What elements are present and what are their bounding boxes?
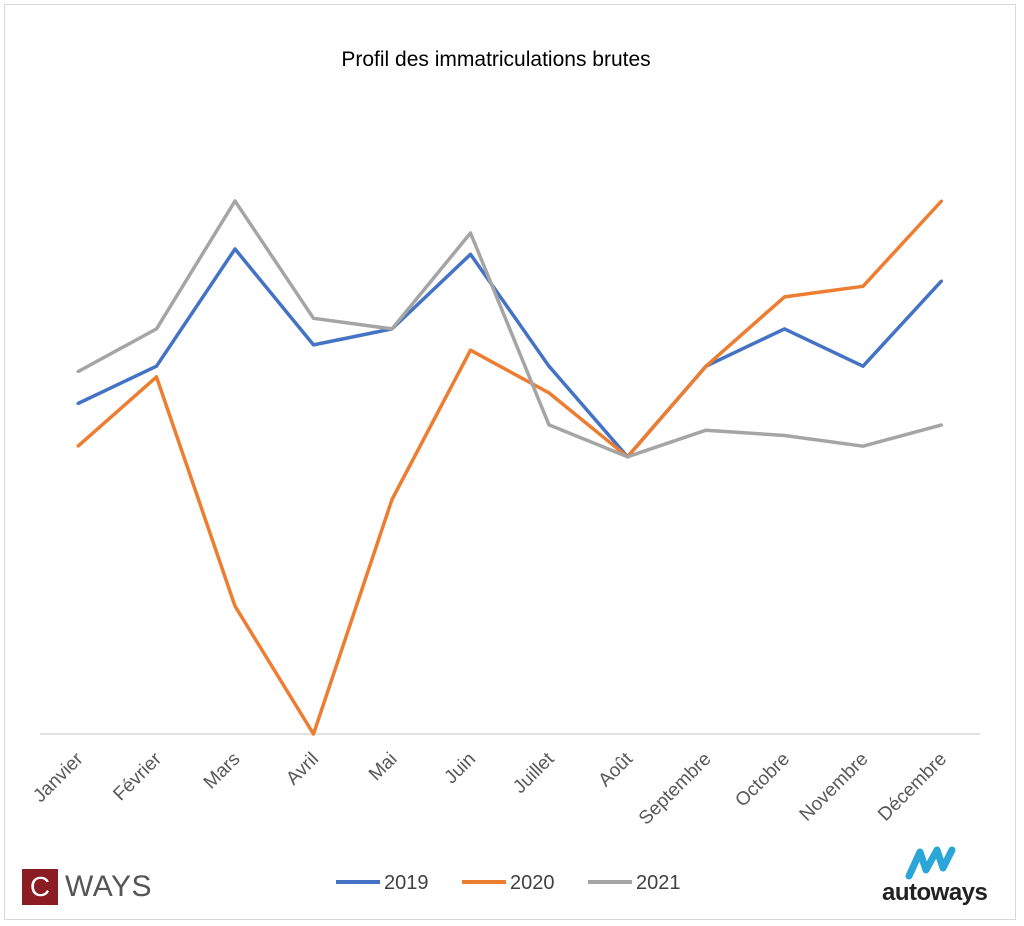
data-point-2020-2 (233, 604, 237, 608)
x-tick-label-10: Novembre (796, 749, 873, 826)
series-2021 (76, 199, 943, 459)
legend-label-2019: 2019 (384, 872, 429, 894)
data-point-2020-8 (704, 364, 708, 368)
data-point-2020-4 (390, 497, 394, 501)
x-tick-label-3: Avril (282, 749, 323, 790)
data-point-2019-6 (547, 364, 551, 368)
data-point-2019-5 (469, 252, 472, 256)
chart-title: Profil des immatriculations brutes (341, 48, 650, 71)
x-tick-label-0: Janvier (29, 748, 88, 807)
data-point-2019-3 (312, 343, 315, 347)
x-tick-label-4: Mai (365, 749, 402, 786)
data-point-2021-4 (390, 327, 394, 331)
data-point-2021-10 (861, 444, 865, 448)
x-tick-label-7: Août (595, 748, 638, 791)
series-line-2021 (77, 199, 942, 459)
data-point-2021-8 (704, 428, 708, 432)
x-tick-labels: Janvier Février Mars Avril Mai Juin Juillet Aoû… (29, 748, 951, 829)
chart-frame (4, 4, 1016, 920)
data-point-2019-2 (233, 247, 237, 251)
data-point-2020-5 (469, 348, 472, 352)
x-tick-label-8: Septembre (635, 749, 716, 830)
data-point-2019-10 (861, 364, 865, 368)
legend-label-2021: 2021 (636, 872, 681, 894)
data-point-2019-11 (940, 279, 943, 283)
series-line-2020 (76, 199, 943, 736)
series-line-2019 (77, 247, 943, 459)
cways-logo-mark: C (22, 869, 58, 905)
data-point-2019-9 (783, 327, 786, 331)
autoways-logo: autoways (882, 846, 997, 908)
legend-label-2020: 2020 (510, 872, 555, 894)
x-tick-label-9: Octobre (731, 749, 794, 812)
cways-logo: C WAYS (22, 869, 152, 905)
data-point-2020-11 (940, 199, 943, 203)
x-tick-label-6: Juillet (509, 748, 559, 798)
series-2019 (76, 247, 943, 459)
autoways-logo-icon (905, 846, 956, 880)
cways-logo-text: WAYS (65, 870, 153, 903)
data-point-2021-1 (155, 327, 158, 331)
data-point-2021-7 (626, 455, 629, 459)
x-tick-label-1: Février (109, 748, 166, 805)
x-tick-label-2: Mars (200, 749, 245, 794)
data-point-2020-10 (861, 284, 865, 288)
data-point-2020-9 (783, 295, 786, 299)
series-layer (76, 199, 943, 736)
data-point-2021-9 (783, 434, 786, 438)
data-point-2020-0 (76, 444, 80, 448)
data-point-2021-5 (469, 231, 472, 235)
data-point-2021-0 (76, 370, 80, 374)
data-point-2019-1 (155, 364, 158, 368)
data-point-2020-3 (312, 732, 315, 736)
data-point-2021-3 (312, 316, 315, 320)
legend: 2019 2020 2021 (336, 872, 681, 894)
data-point-2019-0 (76, 402, 80, 406)
data-point-2021-11 (940, 423, 943, 427)
x-tick-label-5: Juin (441, 749, 480, 788)
series-2020 (76, 199, 943, 736)
autoways-logo-text: autoways (882, 879, 988, 906)
data-point-2020-6 (547, 391, 551, 395)
x-tick-label-11: Décembre (874, 749, 951, 826)
data-point-2021-6 (547, 423, 551, 427)
data-point-2021-2 (233, 199, 237, 203)
data-point-2020-1 (155, 375, 158, 379)
